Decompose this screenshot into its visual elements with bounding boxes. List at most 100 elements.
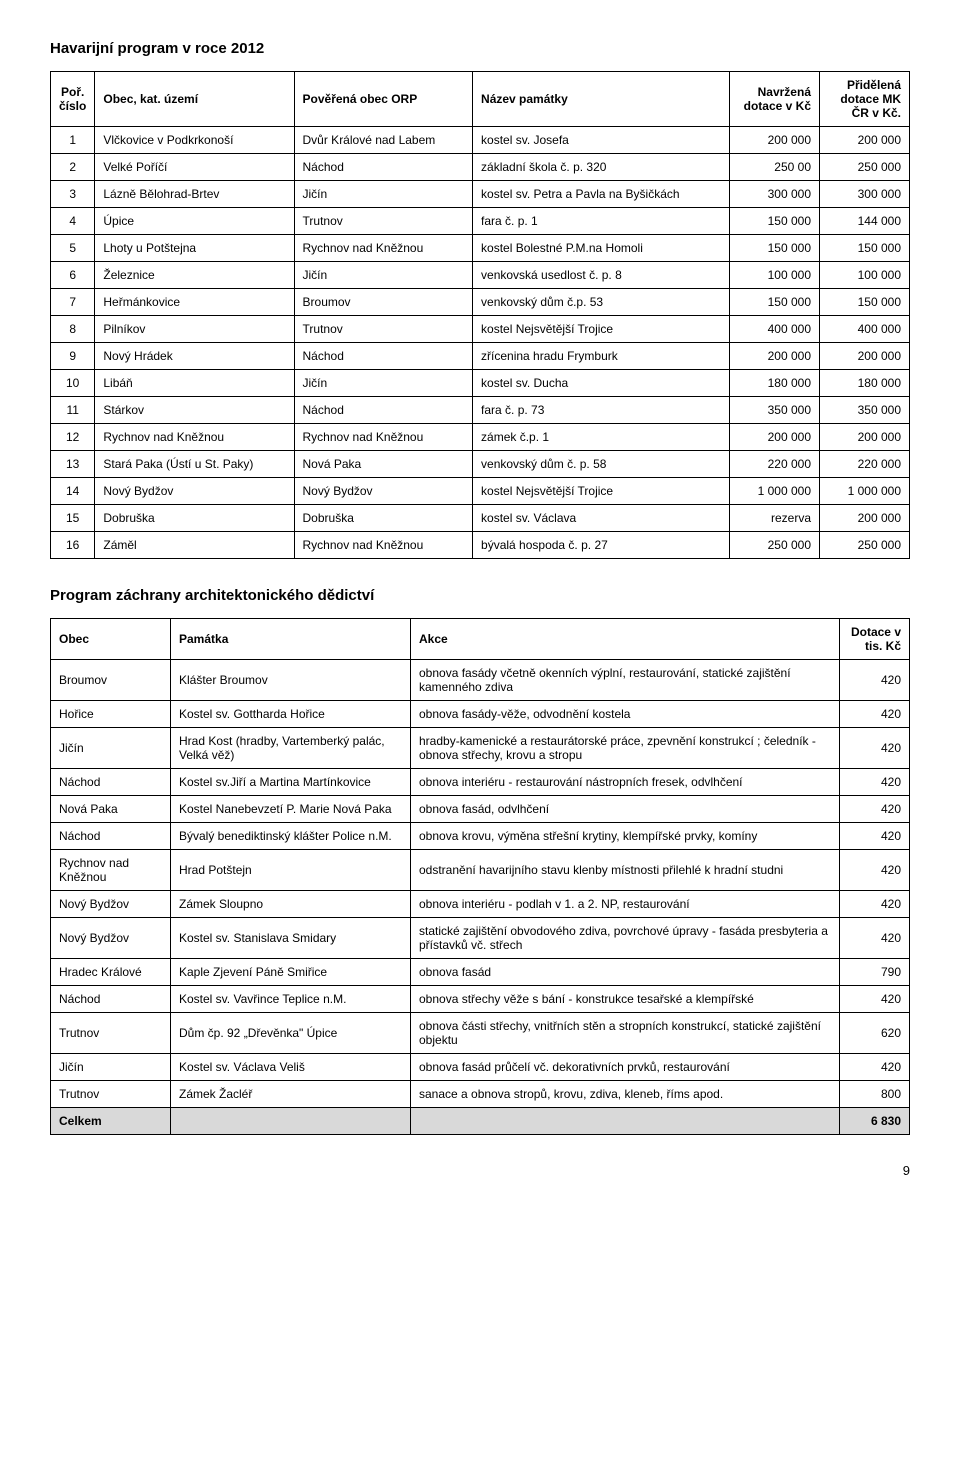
table-cell: Nový Bydžov [95,478,294,505]
th-pamatka: Památka [171,619,411,660]
table-cell: obnova střechy věže s bání - konstrukce … [411,986,840,1013]
heading-program-zachrany: Program záchrany architektonického dědic… [50,587,910,604]
table-row: 12Rychnov nad KněžnouRychnov nad Kněžnou… [51,424,910,451]
table-cell: 420 [840,660,910,701]
table-row: 16ZámělRychnov nad Kněžnoubývalá hospoda… [51,532,910,559]
table-cell: Rychnov nad Kněžnou [95,424,294,451]
table-cell: Dvůr Králové nad Labem [294,127,473,154]
table-row: JičínHrad Kost (hradby, Vartemberký palá… [51,728,910,769]
table-row: Nový BydžovKostel sv. Stanislava Smidary… [51,918,910,959]
table-row: 2Velké PoříčíNáchodzákladní škola č. p. … [51,154,910,181]
table-cell: 150 000 [820,289,910,316]
table-cell: rezerva [730,505,820,532]
table-cell: Heřmánkovice [95,289,294,316]
table-cell: Nový Hrádek [95,343,294,370]
table-cell: Dobruška [294,505,473,532]
table-cell: 180 000 [730,370,820,397]
table-row: 1Vlčkovice v PodkrkonošíDvůr Králové nad… [51,127,910,154]
table-cell: Náchod [51,769,171,796]
table-cell: Jičín [294,262,473,289]
table-cell: 180 000 [820,370,910,397]
table-cell: bývalá hospoda č. p. 27 [473,532,730,559]
table-cell: Kostel sv.Jiří a Martina Martínkovice [171,769,411,796]
table-cell: 9 [51,343,95,370]
table-havarijni: Poř. číslo Obec, kat. území Pověřená obe… [50,71,910,559]
table-cell: 350 000 [820,397,910,424]
th-navrzena: Navržená dotace v Kč [730,72,820,127]
table-zachrany: Obec Památka Akce Dotace v tis. Kč Broum… [50,618,910,1135]
table-cell: Pilníkov [95,316,294,343]
table-cell: 144 000 [820,208,910,235]
table-cell: Železnice [95,262,294,289]
table-cell: 150 000 [730,289,820,316]
total-label: Celkem [51,1108,171,1135]
table-cell: Náchod [294,397,473,424]
table-row: 15DobruškaDobruškakostel sv. Václavareze… [51,505,910,532]
table-cell: Kostel Nanebevzetí P. Marie Nová Paka [171,796,411,823]
table-row: Rychnov nad KněžnouHrad Potštejnodstraně… [51,850,910,891]
table-cell: odstranění havarijního stavu klenby míst… [411,850,840,891]
table-cell: kostel Bolestné P.M.na Homoli [473,235,730,262]
table-cell: Trutnov [294,208,473,235]
table-cell: kostel Nejsvětější Trojice [473,478,730,505]
table-cell: 800 [840,1081,910,1108]
table-cell: 8 [51,316,95,343]
table-cell: 420 [840,1054,910,1081]
table-row: NáchodKostel sv. Vavřince Teplice n.M.ob… [51,986,910,1013]
table-row: TrutnovZámek Žacléřsanace a obnova strop… [51,1081,910,1108]
table-cell: obnova fasády včetně okenních výplní, re… [411,660,840,701]
table-cell: 15 [51,505,95,532]
table-cell: Náchod [294,154,473,181]
table-cell: kostel sv. Josefa [473,127,730,154]
table-cell: obnova části střechy, vnitřních stěn a s… [411,1013,840,1054]
table-cell: Rychnov nad Kněžnou [294,424,473,451]
table-cell: Stará Paka (Ústí u St. Paky) [95,451,294,478]
table-cell: 250 00 [730,154,820,181]
table-cell: 300 000 [730,181,820,208]
table-cell: venkovská usedlost č. p. 8 [473,262,730,289]
table-cell: venkovský dům č. p. 58 [473,451,730,478]
total-empty [171,1108,411,1135]
table-cell: 220 000 [820,451,910,478]
table-row: NáchodKostel sv.Jiří a Martina Martínkov… [51,769,910,796]
table-cell: statické zajištění obvodového zdiva, pov… [411,918,840,959]
table-cell: Vlčkovice v Podkrkonoší [95,127,294,154]
table-cell: Rychnov nad Kněžnou [294,532,473,559]
table-cell: 350 000 [730,397,820,424]
table-cell: Jičín [51,728,171,769]
table-row: 5Lhoty u PotštejnaRychnov nad Kněžnoukos… [51,235,910,262]
table-cell: 790 [840,959,910,986]
table-header-row: Poř. číslo Obec, kat. území Pověřená obe… [51,72,910,127]
table-cell: 13 [51,451,95,478]
table-cell: Kostel sv. Stanislava Smidary [171,918,411,959]
table-row: TrutnovDům čp. 92 „Dřevěnka" Úpiceobnova… [51,1013,910,1054]
table-cell: Záměl [95,532,294,559]
table-cell: Lázně Bělohrad-Brtev [95,181,294,208]
table-row: JičínKostel sv. Václava Velišobnova fasá… [51,1054,910,1081]
table-cell: Trutnov [294,316,473,343]
table-cell: Broumov [294,289,473,316]
table-cell: 420 [840,701,910,728]
table-cell: 1 [51,127,95,154]
table-cell: 10 [51,370,95,397]
table-cell: Kostel sv. Vavřince Teplice n.M. [171,986,411,1013]
table-cell: Bývalý benediktinský klášter Police n.M. [171,823,411,850]
table-row: 4ÚpiceTrutnovfara č. p. 1150 000144 000 [51,208,910,235]
table-cell: kostel sv. Václava [473,505,730,532]
table-cell: Nová Paka [51,796,171,823]
table-cell: 220 000 [730,451,820,478]
table-cell: 11 [51,397,95,424]
table-cell: 100 000 [730,262,820,289]
table-cell: 7 [51,289,95,316]
table-cell: 5 [51,235,95,262]
table-cell: 6 [51,262,95,289]
table-cell: Zámek Sloupno [171,891,411,918]
table-cell: 200 000 [820,127,910,154]
total-row: Celkem 6 830 [51,1108,910,1135]
table-cell: 200 000 [820,343,910,370]
table-cell: 4 [51,208,95,235]
table-row: Hradec KrálovéKaple Zjevení Páně Smiřice… [51,959,910,986]
table-cell: 420 [840,728,910,769]
th-nazev: Název památky [473,72,730,127]
table-cell: fara č. p. 1 [473,208,730,235]
